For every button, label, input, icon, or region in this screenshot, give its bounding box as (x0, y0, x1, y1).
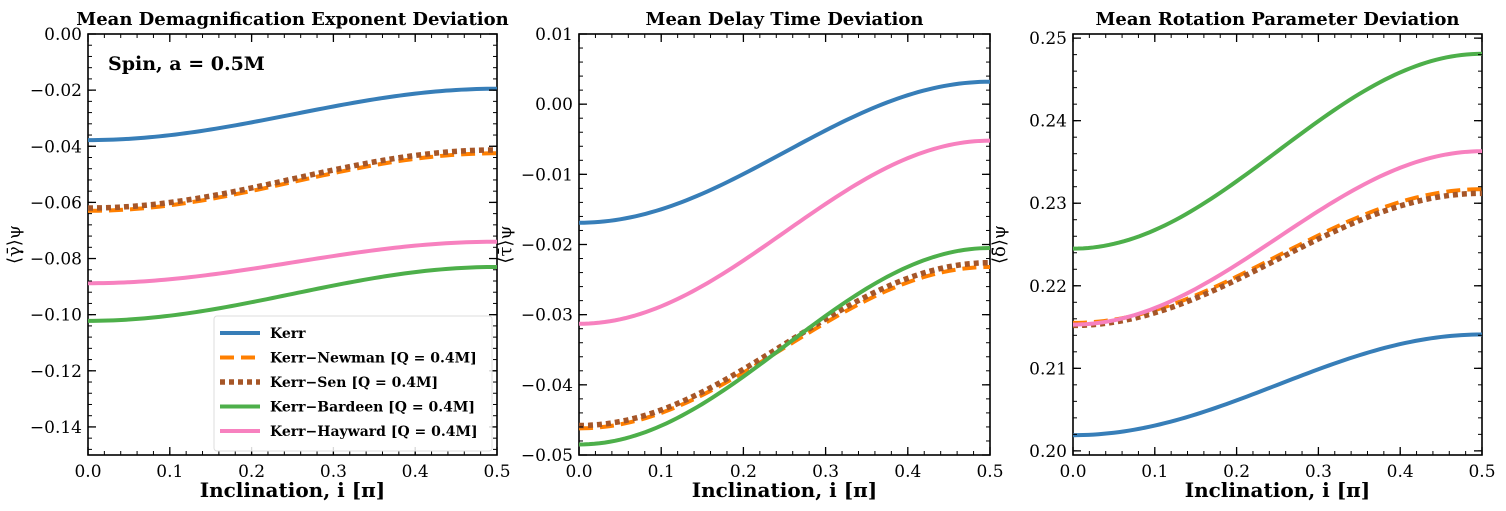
series-group (88, 86, 497, 323)
series-line-3 (1073, 190, 1482, 329)
y-tick-label: −0.03 (521, 306, 573, 326)
series-line-2 (88, 151, 497, 213)
x-tick-label: 0.2 (730, 462, 757, 482)
x-tick-label: 0.3 (812, 462, 839, 482)
y-tick-label: 0.00 (535, 95, 573, 115)
legend-label-5: Kerr−Hayward [Q = 0.4M] (270, 424, 478, 440)
panel-1: Mean Demagnification Exponent Deviation0… (4, 9, 511, 502)
x-tick-label: 0.1 (1141, 462, 1168, 482)
series-line-4 (1073, 51, 1482, 251)
y-tick-label: 0.00 (44, 25, 82, 45)
y-tick-label: −0.12 (30, 362, 82, 382)
x-tick-label: 0.1 (156, 462, 183, 482)
series-line-4 (579, 246, 990, 447)
x-tick-label: 0.0 (565, 462, 592, 482)
y-tick-label: −0.02 (30, 81, 82, 101)
y-tick-label: −0.10 (30, 306, 82, 326)
x-axis-label: Inclination, i [π] (1185, 478, 1371, 502)
x-tick-label: 0.0 (1059, 462, 1086, 482)
x-tick-label: 0.4 (1387, 462, 1414, 482)
y-tick-label: −0.02 (521, 236, 573, 256)
x-tick-label: 0.4 (402, 462, 429, 482)
y-tick-label: −0.04 (521, 376, 573, 396)
spin-annotation: Spin, a = 0.5M (108, 53, 265, 75)
y-tick-label: −0.01 (521, 165, 573, 185)
chart-title: Mean Demagnification Exponent Deviation (76, 9, 508, 30)
x-tick-label: 0.5 (976, 462, 1003, 482)
y-tick-label: 0.20 (1029, 442, 1067, 462)
legend-label-2: Kerr−Newman [Q = 0.4M] (270, 351, 477, 367)
axes-frame (1072, 33, 1483, 456)
y-tick-label: 0.22 (1029, 277, 1067, 297)
x-axis-label: Inclination, i [π] (200, 478, 386, 502)
y-tick-label: −0.06 (30, 193, 82, 213)
series-group (1073, 51, 1482, 438)
y-tick-label: 0.23 (1029, 194, 1067, 214)
y-axis-label: ⟨γ̄⟩ψ (4, 225, 25, 264)
x-tick-label: 0.3 (320, 462, 347, 482)
x-tick-label: 0.5 (1468, 462, 1495, 482)
x-tick-label: 0.2 (238, 462, 265, 482)
x-axis-label: Inclination, i [π] (692, 478, 878, 502)
y-tick-label: −0.08 (30, 250, 82, 270)
series-line-5 (88, 239, 497, 286)
legend-label-1: Kerr (270, 326, 306, 342)
x-tick-label: 0.0 (74, 462, 101, 482)
y-tick-label: 0.01 (535, 25, 573, 45)
series-line-5 (1073, 149, 1482, 327)
x-tick-label: 0.4 (894, 462, 921, 482)
y-tick-label: −0.14 (30, 418, 82, 438)
y-tick-label: 0.24 (1029, 112, 1067, 132)
chart-title: Mean Delay Time Deviation (646, 9, 924, 30)
x-tick-label: 0.2 (1223, 462, 1250, 482)
series-group (579, 79, 990, 447)
legend: Kerr Kerr−Newman [Q = 0.4M] Kerr−Sen [Q = … (213, 315, 493, 452)
series-line-4 (88, 264, 497, 323)
x-tick-label: 0.5 (483, 462, 510, 482)
legend-box (213, 315, 493, 452)
y-axis-label: ⟨τ̄⟩ψ (495, 225, 516, 263)
y-tick-label: 0.21 (1029, 359, 1067, 379)
y-tick-label: 0.25 (1029, 29, 1067, 49)
axes-frame (87, 33, 498, 456)
panel-3: Mean Rotation Parameter Deviation 0.0 0.1 0… (989, 9, 1496, 502)
y-tick-label: −0.05 (521, 446, 573, 466)
axes-frame (578, 33, 991, 456)
series-line-1 (1073, 332, 1482, 438)
series-line-5 (579, 138, 990, 326)
y-axis-label: ⟨δ̄⟩ψ (989, 225, 1010, 264)
chart-title: Mean Rotation Parameter Deviation (1096, 9, 1460, 30)
series-line-1 (579, 79, 990, 225)
legend-label-3: Kerr−Sen [Q = 0.4M] (270, 375, 438, 391)
y-tick-label: −0.04 (30, 137, 82, 157)
x-tick-label: 0.3 (1305, 462, 1332, 482)
x-tick-label: 0.1 (648, 462, 675, 482)
series-line-3 (88, 147, 497, 211)
panel-2: Mean Delay Time Deviation 0.0 0.1 0.2 0.3 0.4… (495, 9, 1004, 502)
legend-label-4: Kerr−Bardeen [Q = 0.4M] (270, 400, 475, 416)
series-line-2 (1073, 187, 1482, 325)
series-line-1 (88, 86, 497, 143)
series-line-3 (579, 259, 990, 429)
